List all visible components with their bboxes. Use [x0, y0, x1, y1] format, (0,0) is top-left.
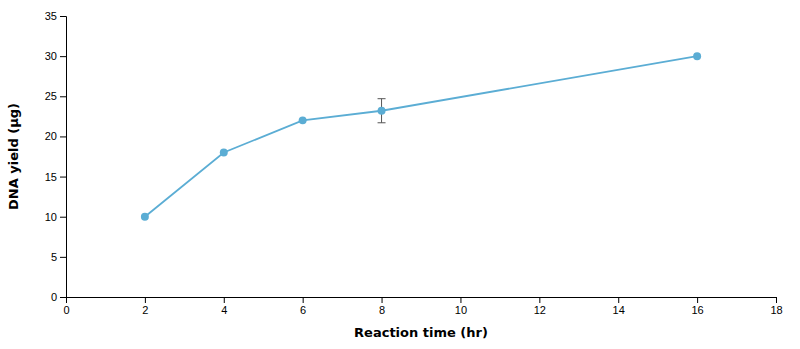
tick-label: 35: [45, 10, 57, 22]
tick-label: 18: [770, 304, 782, 316]
tick-label: 5: [51, 251, 57, 263]
tick-mark: [60, 96, 66, 97]
tick-label: 25: [45, 90, 57, 102]
tick-mark: [60, 56, 66, 57]
y-axis-tick: 35: [45, 10, 66, 22]
error-bar: [378, 99, 386, 123]
x-axis-tick: 18: [770, 297, 782, 316]
line: [145, 56, 697, 217]
y-axis-tick: 15: [45, 171, 66, 183]
tick-mark: [60, 257, 66, 258]
y-axis-tick: 10: [45, 211, 66, 223]
tick-label: 12: [534, 304, 546, 316]
error-bars: [378, 99, 386, 123]
x-axis: 0 2 4 6 8 10 12 14 16 18: [63, 297, 782, 316]
x-axis-tick: 12: [534, 297, 546, 316]
x-axis-tick: 2: [142, 297, 148, 316]
tick-label: 16: [691, 304, 703, 316]
x-axis-tick: 14: [613, 297, 625, 316]
point: [299, 116, 307, 124]
tick-mark: [60, 16, 66, 17]
x-axis-tick: 4: [221, 297, 227, 316]
tick-mark: [60, 177, 66, 178]
y-axis-title: DNA yield (μg): [6, 103, 21, 210]
tick-label: 10: [45, 211, 57, 223]
chart: 0 2 4 6 8 10 12 14 16 18 0 5 10 15 20 25 30 35 Reaction ti…: [0, 0, 800, 349]
tick-mark: [697, 297, 698, 303]
point: [220, 148, 228, 156]
x-axis-tick: 0: [63, 297, 69, 316]
x-axis-tick: 10: [455, 297, 467, 316]
tick-mark: [60, 136, 66, 137]
tick-label: 10: [455, 304, 467, 316]
tick-mark: [382, 297, 383, 303]
tick-label: 0: [63, 304, 69, 316]
markers: [141, 52, 701, 221]
tick-label: 20: [45, 130, 57, 142]
tick-label: 6: [300, 304, 306, 316]
tick-mark: [618, 297, 619, 303]
tick-label: 30: [45, 50, 57, 62]
y-axis-tick: 30: [45, 50, 66, 62]
x-axis-line: [67, 298, 777, 304]
tick-label: 8: [379, 304, 385, 316]
tick-label: 15: [45, 171, 57, 183]
point: [141, 213, 149, 221]
tick-mark: [60, 217, 66, 218]
tick-label: 0: [51, 291, 57, 303]
y-axis-tick: 25: [45, 90, 66, 102]
plot: 0 2 4 6 8 10 12 14 16 18 0 5 10 15 20 25 30 35: [45, 10, 783, 316]
tick-mark: [539, 297, 540, 303]
point: [693, 52, 701, 60]
point: [378, 107, 386, 115]
tick-label: 2: [142, 304, 148, 316]
tick-mark: [460, 297, 461, 303]
y-axis-tick: 0: [51, 291, 66, 303]
marks: [141, 52, 701, 221]
x-axis-tick: 16: [691, 297, 703, 316]
y-axis-tick: 20: [45, 130, 66, 142]
tick-label: 14: [613, 304, 625, 316]
y-axis: 0 5 10 15 20 25 30 35: [45, 10, 67, 303]
y-axis-tick: 5: [51, 251, 66, 263]
tick-mark: [224, 297, 225, 303]
x-axis-title: Reaction time (hr): [354, 325, 488, 340]
tick-mark: [303, 297, 304, 303]
tick-mark: [145, 297, 146, 303]
x-axis-tick: 8: [379, 297, 385, 316]
tick-mark: [776, 297, 777, 303]
tick-mark: [60, 297, 66, 298]
y-axis-line: [60, 17, 67, 298]
tick-label: 4: [221, 304, 227, 316]
x-axis-tick: 6: [300, 297, 306, 316]
